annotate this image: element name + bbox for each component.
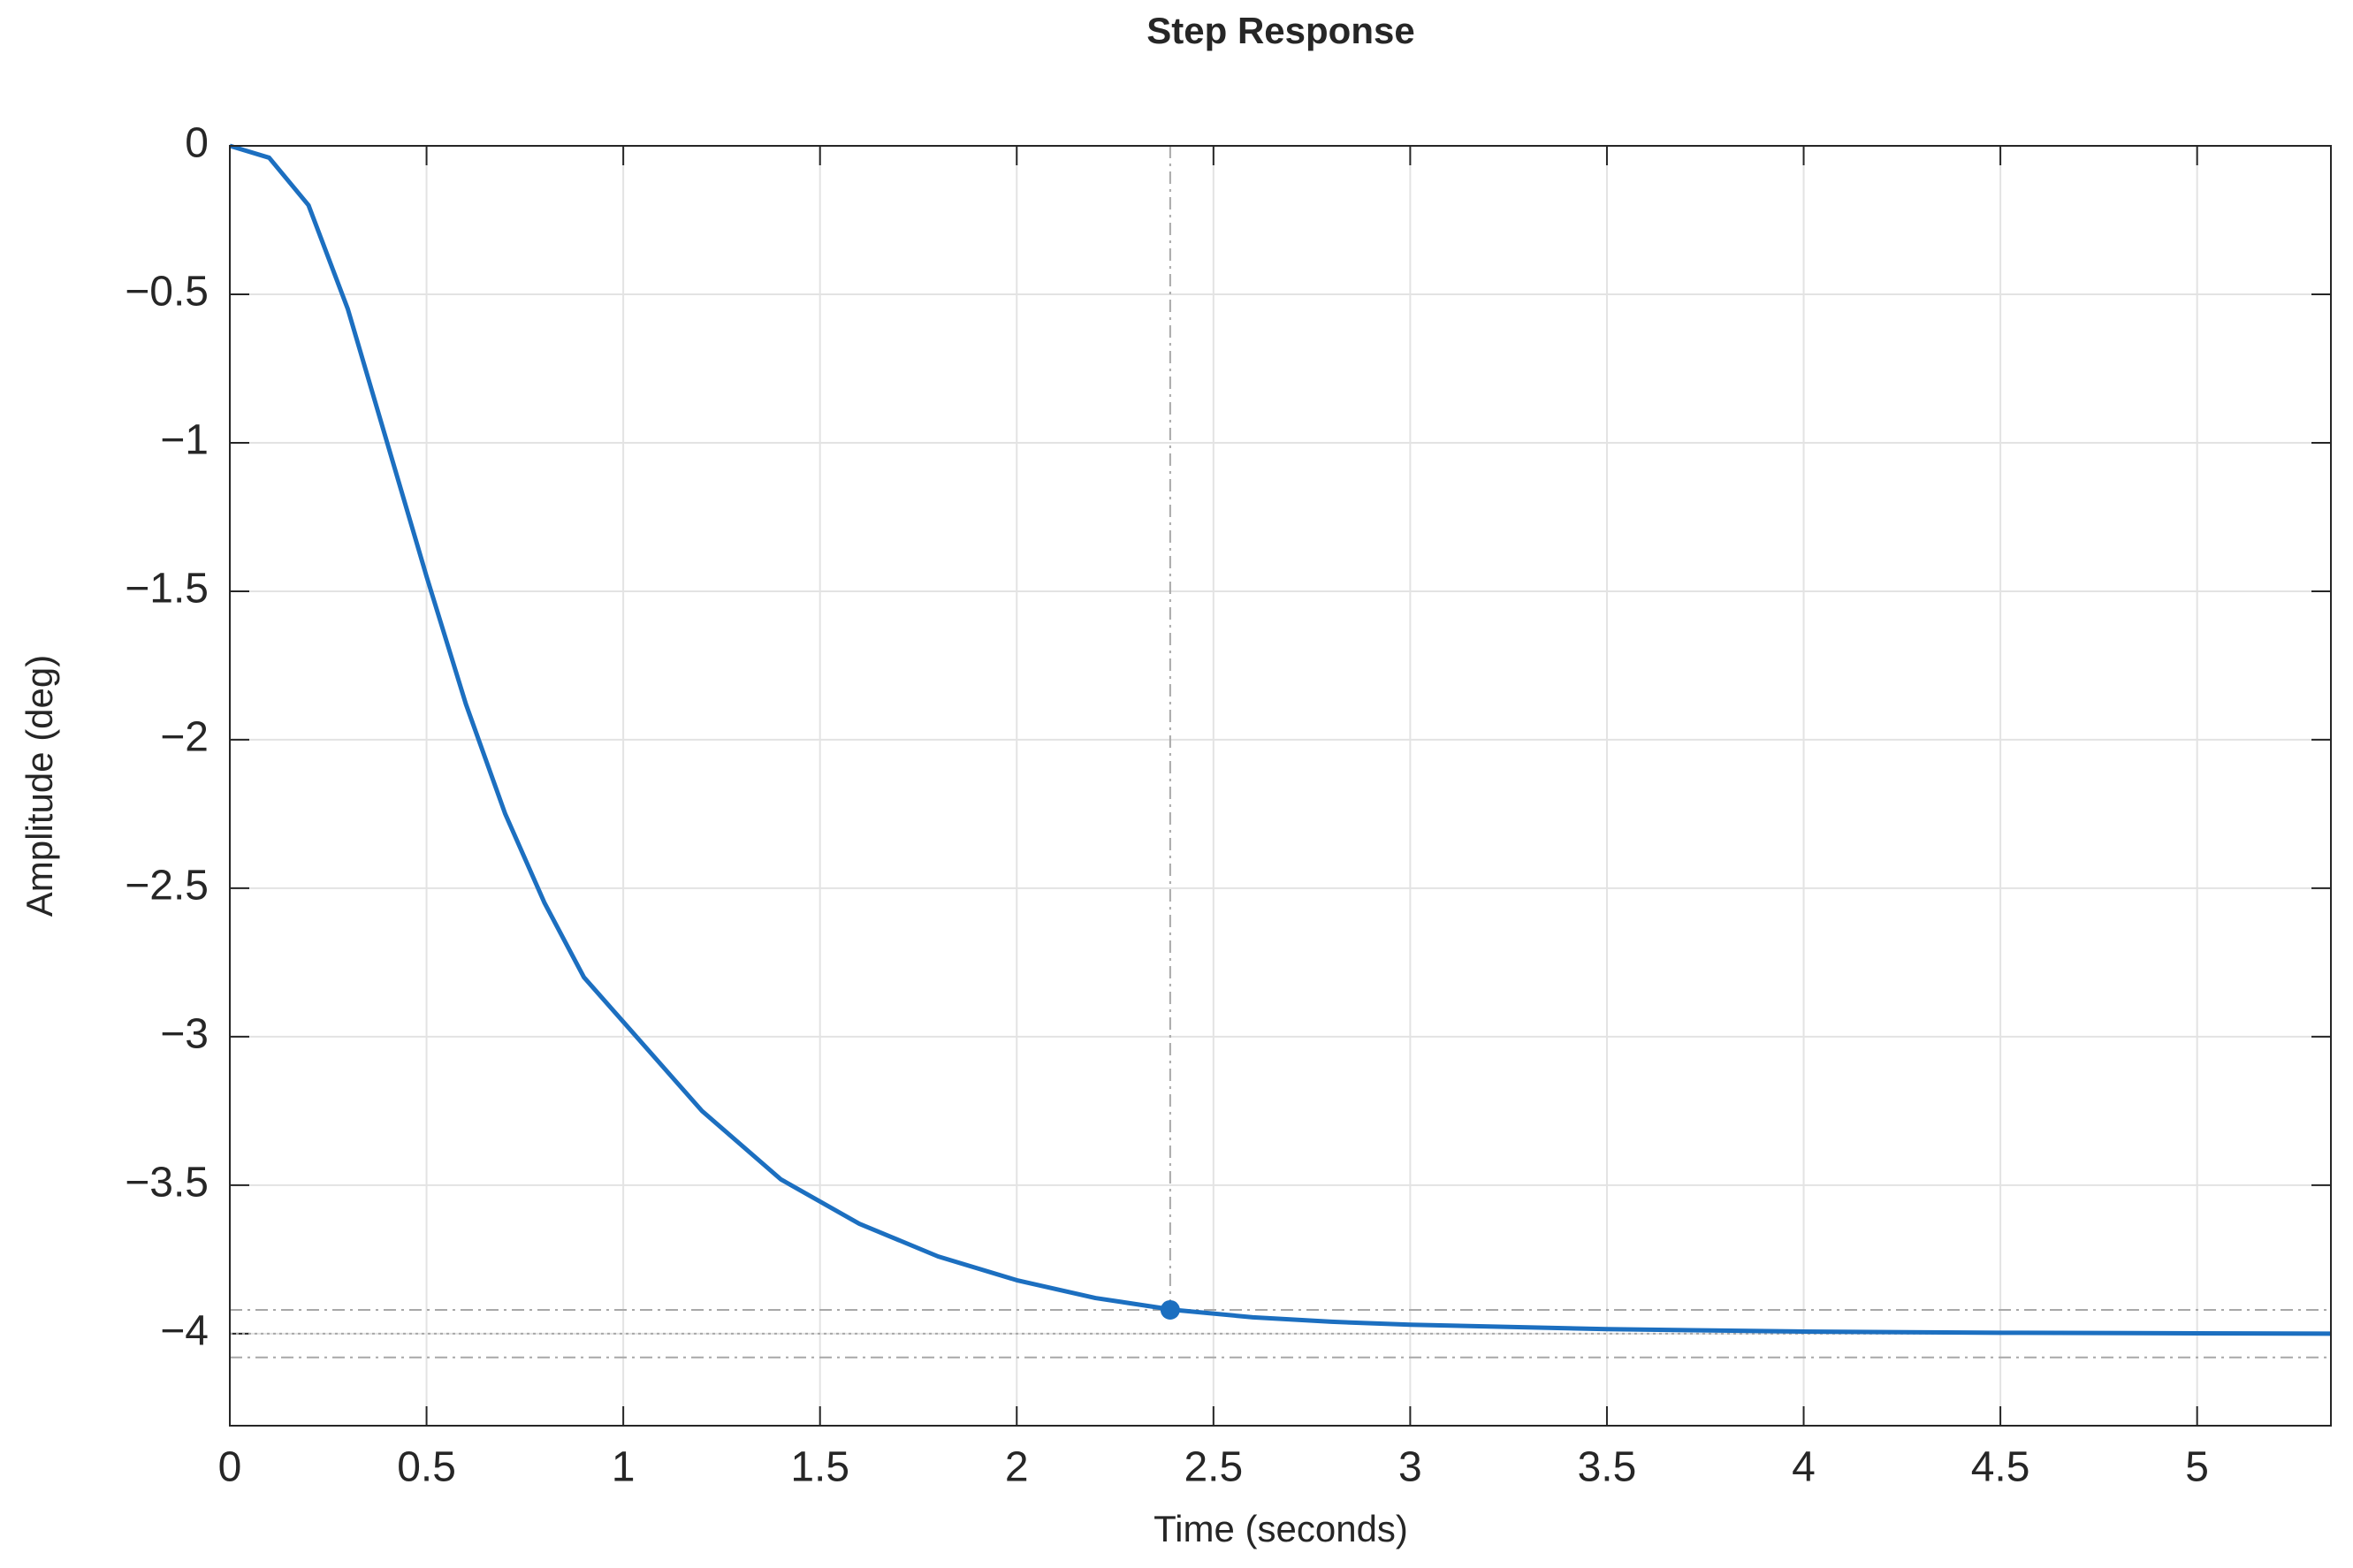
x-tick-label: 4.5	[1971, 1444, 2030, 1491]
y-tick-label: −4	[160, 1308, 209, 1355]
y-tick-label: −1	[160, 417, 209, 464]
plot-frame	[229, 145, 2332, 1427]
x-tick-label: 1.5	[790, 1444, 849, 1491]
chart-title: Step Response	[1146, 10, 1414, 51]
y-tick-label: −2	[160, 714, 209, 761]
x-tick-label: 2.5	[1184, 1444, 1243, 1491]
y-tick-label: 0	[185, 120, 209, 167]
y-axis-label: Amplitude (deg)	[19, 655, 60, 917]
x-tick-label: 0	[218, 1444, 242, 1491]
y-tick-label: −3	[160, 1011, 209, 1058]
line-series	[229, 143, 2332, 1336]
x-tick-label: 5	[2185, 1444, 2209, 1491]
settling-point	[1160, 1299, 1180, 1320]
x-tick-label: 3	[1398, 1444, 1422, 1491]
y-tick-label: −2.5	[125, 863, 209, 910]
x-tick-label: 4	[1792, 1444, 1816, 1491]
y-tick-label: −3.5	[125, 1160, 209, 1206]
x-tick-label: 2	[1005, 1444, 1029, 1491]
y-tick-label: −1.5	[125, 566, 209, 613]
x-tick-label: 3.5	[1578, 1444, 1637, 1491]
x-axis-label: Time (seconds)	[1154, 1508, 1408, 1549]
x-tick-label: 0.5	[397, 1444, 456, 1491]
x-tick-label: 1	[612, 1444, 636, 1491]
y-tick-label: −0.5	[125, 269, 209, 316]
